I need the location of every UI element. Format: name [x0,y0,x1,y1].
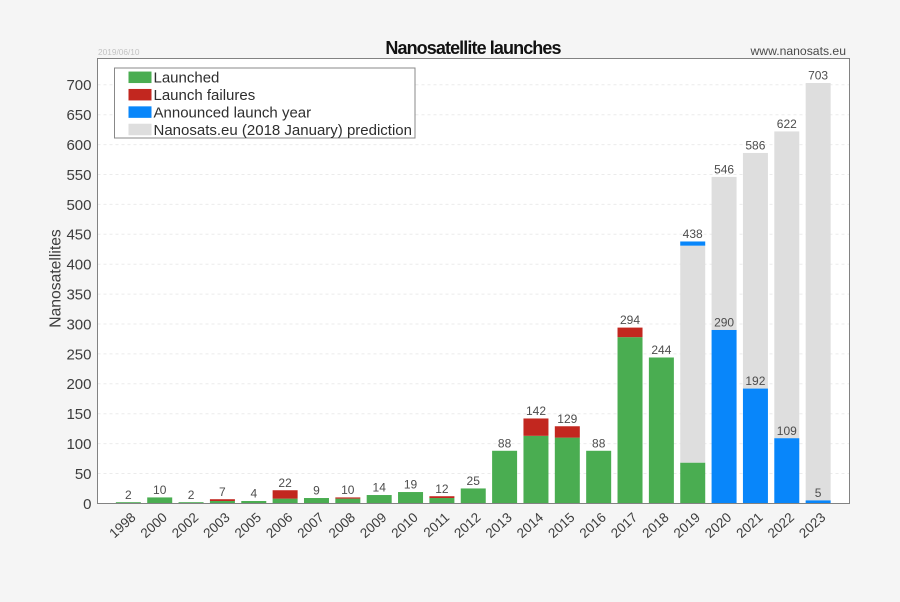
svg-text:450: 450 [66,227,91,244]
svg-text:Nanosatellites: Nanosatellites [48,229,65,328]
svg-text:438: 438 [683,227,703,241]
svg-text:0: 0 [83,496,91,513]
svg-text:Nanosats.eu (2018 January) pre: Nanosats.eu (2018 January) prediction [154,122,413,139]
svg-text:400: 400 [66,257,91,274]
svg-text:200: 200 [66,376,91,393]
svg-text:100: 100 [66,436,91,453]
svg-text:Launched: Launched [154,70,220,87]
svg-text:550: 550 [66,167,91,184]
svg-text:22: 22 [278,476,292,490]
svg-text:14: 14 [373,481,387,495]
svg-text:500: 500 [66,197,91,214]
svg-text:4: 4 [250,487,257,501]
svg-text:192: 192 [745,374,765,388]
svg-text:290: 290 [714,316,734,330]
svg-text:700: 700 [66,77,91,94]
svg-text:50: 50 [75,466,92,483]
svg-text:Nanosatellite launches: Nanosatellite launches [385,38,561,58]
svg-text:2: 2 [188,488,195,502]
svg-text:150: 150 [66,406,91,423]
svg-text:109: 109 [777,424,797,438]
svg-text:www.nanosats.eu: www.nanosats.eu [749,44,846,58]
svg-text:350: 350 [66,287,91,304]
svg-text:244: 244 [651,343,671,357]
svg-text:650: 650 [66,107,91,124]
svg-text:12: 12 [435,482,449,496]
svg-text:88: 88 [592,436,606,450]
svg-text:25: 25 [467,474,481,488]
svg-text:703: 703 [808,69,828,83]
svg-text:10: 10 [341,483,355,497]
svg-text:586: 586 [745,139,765,153]
svg-text:250: 250 [66,346,91,363]
svg-text:88: 88 [498,436,512,450]
svg-text:Launch failures: Launch failures [154,87,256,104]
svg-text:Announced launch year: Announced launch year [154,104,312,121]
svg-text:2: 2 [125,488,132,502]
svg-text:294: 294 [620,313,640,327]
svg-text:2019/06/10: 2019/06/10 [98,47,140,57]
svg-text:622: 622 [777,117,797,131]
svg-text:300: 300 [66,316,91,333]
svg-text:10: 10 [153,483,167,497]
svg-text:546: 546 [714,162,734,176]
svg-text:7: 7 [219,485,226,499]
svg-text:600: 600 [66,137,91,154]
svg-text:142: 142 [526,404,546,418]
svg-text:5: 5 [815,486,822,500]
svg-text:9: 9 [313,484,320,498]
svg-text:19: 19 [404,478,418,492]
svg-text:129: 129 [557,412,577,426]
